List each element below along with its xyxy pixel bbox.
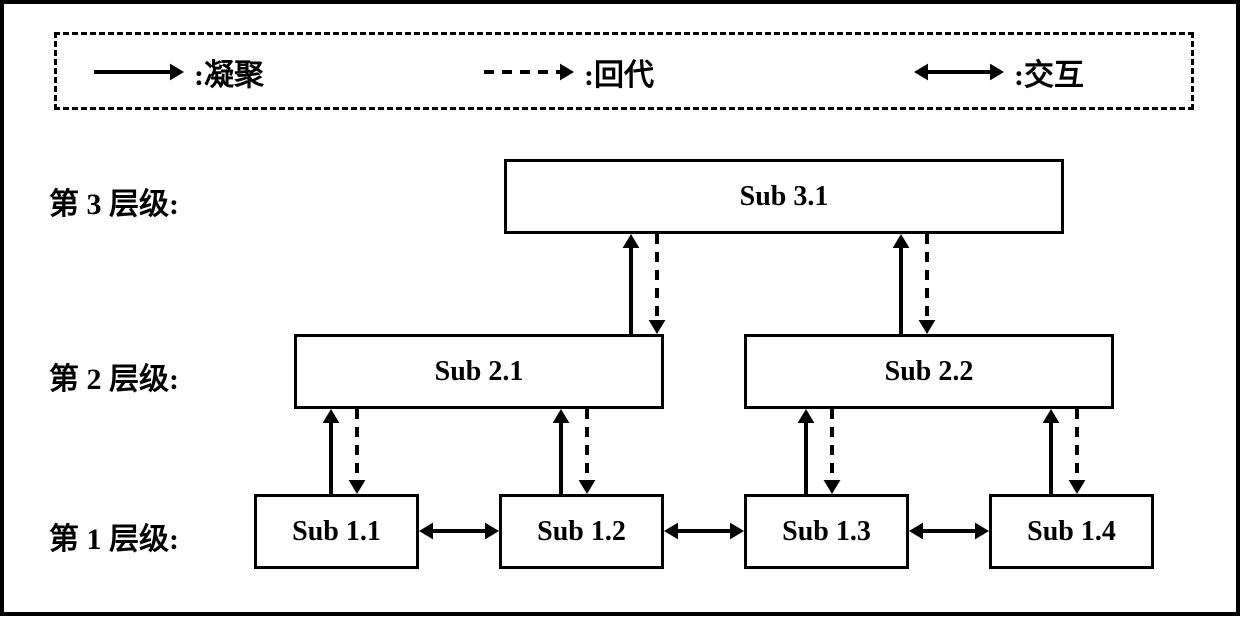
level-label: 第 1 层级:: [49, 514, 179, 558]
node-label: Sub 1.3: [782, 516, 871, 548]
level-label-text: 第 3 层级:: [49, 188, 179, 221]
node-box: Sub 2.1: [294, 334, 664, 409]
legend-item: :凝聚: [194, 50, 264, 94]
node-label: Sub 1.4: [1027, 516, 1116, 548]
level-label-text: 第 2 层级:: [49, 363, 179, 396]
node-label: Sub 1.2: [537, 516, 626, 548]
node-box: Sub 1.2: [499, 494, 664, 569]
node-label: Sub 1.1: [292, 516, 381, 548]
level-label-text: 第 1 层级:: [49, 523, 179, 556]
node-box: Sub 2.2: [744, 334, 1114, 409]
diagram-frame: :凝聚 :回代 :交互 第 3 层级: 第 2 层级: 第 1 层级: Sub 3.1 S…: [0, 0, 1240, 616]
legend-label: :凝聚: [194, 50, 264, 94]
legend-item: :回代: [584, 50, 654, 94]
node-box: Sub 1.3: [744, 494, 909, 569]
legend-label: :回代: [584, 50, 654, 94]
node-box: Sub 1.1: [254, 494, 419, 569]
level-label: 第 2 层级:: [49, 354, 179, 398]
legend-item: :交互: [1014, 50, 1084, 94]
legend-label: :交互: [1014, 50, 1084, 94]
node-label: Sub 2.2: [885, 356, 974, 388]
node-label: Sub 2.1: [435, 356, 524, 388]
node-box: Sub 3.1: [504, 159, 1064, 234]
level-label: 第 3 层级:: [49, 179, 179, 223]
node-label: Sub 3.1: [740, 181, 829, 213]
node-box: Sub 1.4: [989, 494, 1154, 569]
